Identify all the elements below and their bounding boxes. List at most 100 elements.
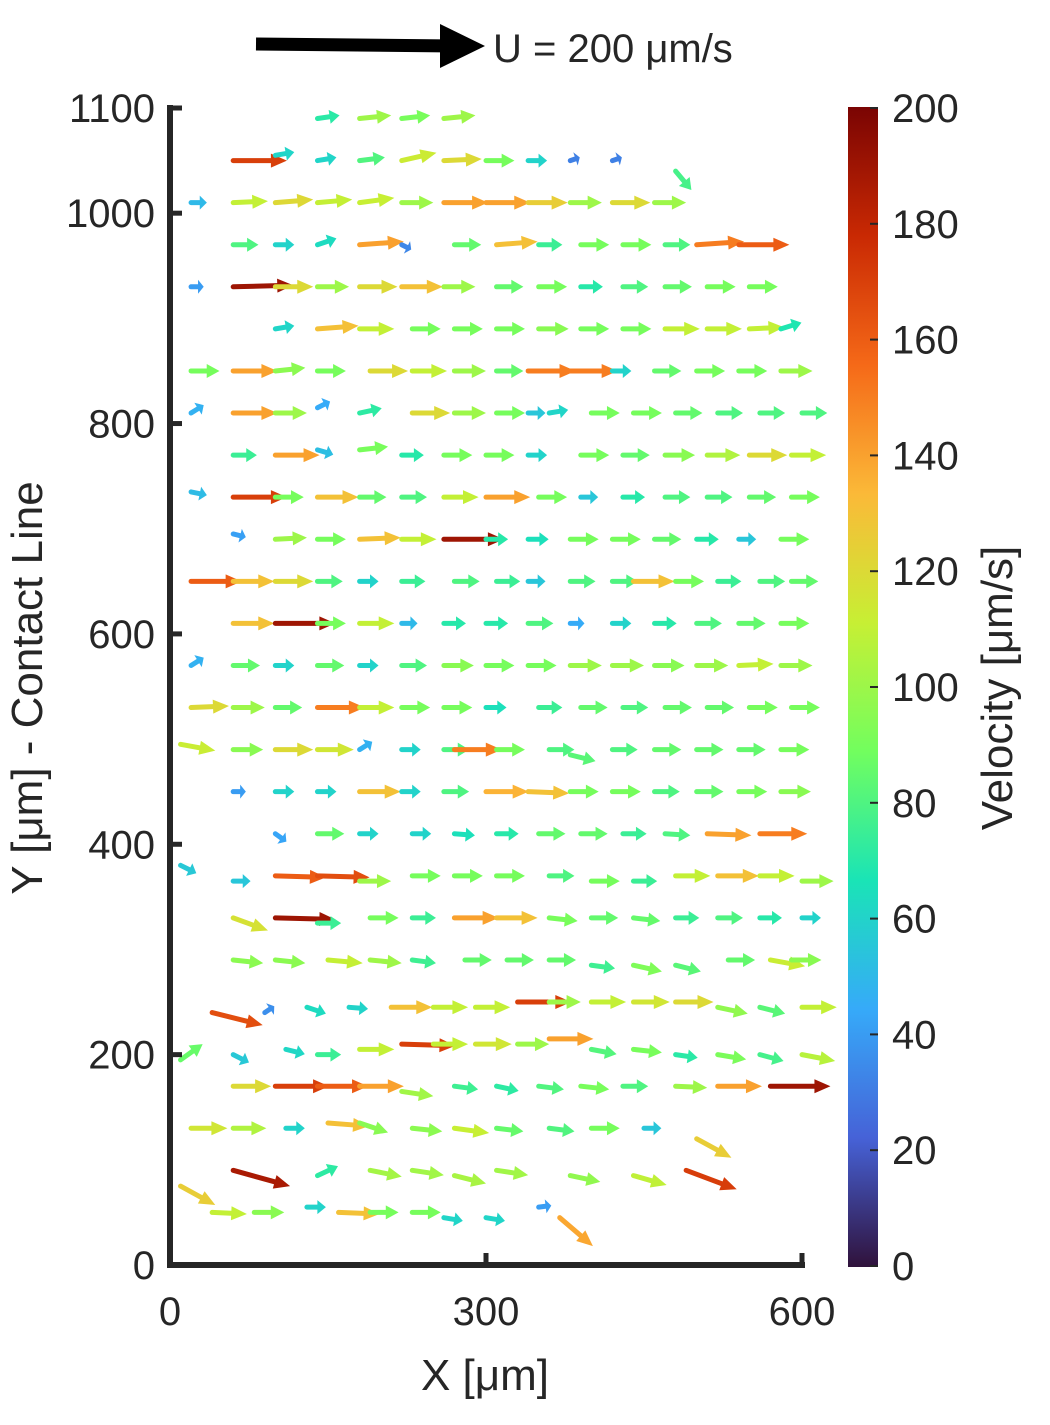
vector-shaft bbox=[272, 831, 284, 841]
vector-shaft bbox=[546, 915, 568, 923]
vector-head bbox=[495, 1212, 505, 1227]
vector-shaft bbox=[694, 1136, 720, 1153]
vector-head bbox=[511, 363, 524, 378]
vector-shaft bbox=[399, 114, 420, 122]
vector-arrow bbox=[704, 448, 741, 463]
vector-head bbox=[403, 241, 412, 254]
vector-arrow bbox=[567, 658, 602, 673]
vector-head bbox=[385, 1205, 399, 1220]
vector-head bbox=[501, 448, 515, 463]
vector-head bbox=[671, 658, 685, 673]
vector-arrow bbox=[662, 279, 692, 294]
vector-head bbox=[534, 1037, 550, 1052]
vector-head bbox=[459, 448, 473, 463]
vector-head bbox=[521, 910, 538, 925]
vector-head bbox=[385, 910, 399, 925]
vector-head bbox=[212, 699, 229, 714]
vector-arrow bbox=[272, 742, 314, 757]
vector-head bbox=[596, 321, 610, 336]
vector-head bbox=[635, 826, 647, 841]
vector-head bbox=[384, 784, 401, 799]
vector-head bbox=[238, 1052, 249, 1066]
vector-shaft bbox=[409, 1125, 432, 1133]
vector-head bbox=[317, 1200, 326, 1215]
vector-arrow bbox=[399, 574, 426, 589]
vector-shaft bbox=[272, 198, 300, 206]
vector-arrow bbox=[188, 655, 204, 668]
vector-head bbox=[277, 832, 287, 844]
vector-head bbox=[410, 616, 418, 631]
vector-head bbox=[416, 1000, 433, 1015]
vector-arrow bbox=[662, 321, 700, 336]
vector-head bbox=[431, 363, 448, 378]
vector-head bbox=[714, 658, 729, 673]
vector-head bbox=[333, 616, 346, 631]
vector-head bbox=[387, 1079, 404, 1094]
vector-arrow bbox=[736, 363, 768, 378]
vector-head bbox=[251, 1121, 267, 1136]
vector-arrow bbox=[314, 363, 346, 378]
vector-arrow bbox=[578, 490, 599, 505]
vector-shaft bbox=[272, 915, 322, 922]
vector-head bbox=[194, 655, 204, 668]
vector-head bbox=[453, 1212, 463, 1227]
vector-arrow bbox=[588, 910, 619, 925]
vector-head bbox=[797, 784, 811, 799]
vector-arrow bbox=[314, 700, 365, 715]
vector-shaft bbox=[704, 831, 738, 838]
vector-arrow bbox=[230, 1167, 291, 1189]
vector-arrow bbox=[546, 1031, 594, 1046]
vector-arrow bbox=[441, 784, 470, 799]
vector-head bbox=[603, 1045, 617, 1059]
vector-head bbox=[754, 784, 768, 799]
vector-arrow bbox=[230, 700, 265, 715]
vector-arrow bbox=[673, 406, 703, 421]
vector-head bbox=[325, 1164, 339, 1177]
vector-shaft bbox=[483, 1215, 499, 1222]
vector-arrow bbox=[715, 868, 759, 883]
vector-arrow bbox=[230, 194, 268, 209]
vector-arrow bbox=[652, 658, 685, 673]
vector-shaft bbox=[441, 114, 464, 122]
vector-arrow bbox=[778, 532, 810, 547]
vector-head bbox=[452, 1000, 469, 1015]
vector-head bbox=[757, 657, 774, 672]
vector-head bbox=[628, 532, 641, 547]
vector-shaft bbox=[409, 1167, 433, 1176]
vector-arrow bbox=[546, 952, 577, 967]
vector-arrow bbox=[441, 616, 466, 631]
axes: 0 300 600 0 200 400 600 800 1000 1100 bbox=[66, 87, 835, 1334]
vector-arrow bbox=[314, 398, 331, 411]
vector-head bbox=[554, 279, 568, 294]
vector-arrow bbox=[536, 279, 568, 294]
vector-arrow bbox=[451, 1123, 490, 1138]
vector-arrow bbox=[694, 532, 719, 547]
vector-arrow bbox=[578, 1080, 610, 1095]
vector-arrow bbox=[799, 874, 834, 889]
vector-arrow bbox=[357, 826, 379, 841]
vector-head bbox=[584, 574, 596, 589]
vector-arrow bbox=[536, 1080, 564, 1095]
vector-head bbox=[768, 321, 785, 336]
vector-arrow bbox=[494, 321, 525, 336]
vector-shaft bbox=[799, 1052, 823, 1061]
vector-head bbox=[376, 109, 392, 124]
vector-arrow bbox=[652, 616, 677, 631]
vector-head bbox=[512, 406, 525, 421]
vector-arrow bbox=[494, 363, 524, 378]
vector-shaft bbox=[630, 1046, 652, 1054]
vector-arrow bbox=[272, 574, 314, 589]
vector-shaft bbox=[325, 957, 350, 965]
vector-shaft bbox=[451, 1083, 470, 1091]
vector-head bbox=[258, 616, 275, 631]
vector-head bbox=[622, 616, 632, 631]
vector-head bbox=[333, 532, 346, 547]
vector-shaft bbox=[178, 741, 203, 751]
vector-arrow bbox=[609, 616, 632, 631]
vector-arrow bbox=[515, 1037, 550, 1052]
vector-head bbox=[358, 1001, 369, 1016]
vector-head bbox=[290, 700, 303, 715]
vector-shaft bbox=[673, 1052, 691, 1059]
vector-arrow bbox=[409, 1205, 441, 1220]
vector-arrow bbox=[441, 658, 474, 673]
